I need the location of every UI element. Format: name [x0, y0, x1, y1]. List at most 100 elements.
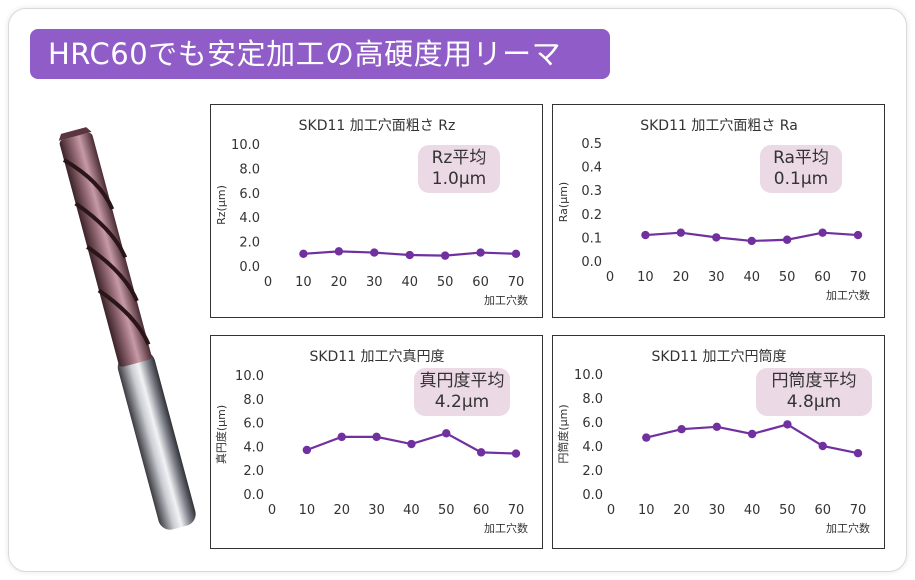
x-tick-label: 40	[743, 270, 760, 285]
data-point	[782, 235, 792, 244]
average-badge: 真円度平均 4.2μm	[414, 368, 510, 416]
chart-title: SKD11 加工穴面粗さ Ra	[640, 118, 798, 134]
chart-svg: SKD11 加工穴円筒度 0.0 2.0 4.0 6.0 8.0 10.0 0 10 20 30 40…	[556, 348, 870, 535]
y-tick-label: 6.0	[239, 187, 260, 202]
y-axis-label: Ra(μm)	[557, 182, 570, 222]
average-value: 4.2μm	[434, 392, 490, 412]
data-point	[334, 247, 344, 256]
data-point	[442, 429, 451, 438]
x-tick-label: 70	[508, 275, 525, 290]
data-point	[853, 449, 863, 458]
data-point	[712, 422, 722, 431]
y-tick-label: 0.1	[581, 231, 602, 246]
x-tick-label: 60	[814, 270, 831, 285]
average-badge: Rz平均 1.0μm	[418, 145, 500, 193]
y-tick-label: 6.0	[582, 416, 603, 431]
reamer-drill-icon	[58, 127, 196, 530]
y-tick-label: 2.0	[243, 464, 264, 479]
x-tick-label: 70	[508, 503, 525, 518]
data-point	[853, 230, 863, 240]
x-tick-label: 0	[606, 270, 614, 285]
average-badge: 円筒度平均 4.8μm	[756, 368, 872, 416]
data-point	[372, 432, 381, 442]
x-tick-label: 50	[779, 503, 796, 518]
y-tick-label: 2.0	[239, 236, 260, 251]
average-label: Rz平均	[431, 148, 487, 168]
x-axis-label: 加工穴数	[484, 521, 528, 535]
y-tick-label: 10.0	[235, 369, 264, 384]
x-tick-label: 20	[673, 503, 690, 518]
data-point	[818, 441, 827, 451]
y-tick-label: 0.0	[239, 260, 260, 275]
data-point	[642, 433, 651, 442]
average-value: 0.1μm	[773, 169, 829, 189]
data-point	[476, 448, 486, 457]
x-tick-label: 50	[779, 270, 796, 285]
data-point	[712, 233, 721, 242]
x-tick-label: 60	[472, 275, 489, 290]
chart-title: SKD11 加工穴面粗さ Rz	[299, 118, 456, 134]
x-tick-label: 40	[403, 503, 420, 518]
x-tick-label: 20	[333, 503, 350, 518]
x-tick-label: 40	[401, 275, 418, 290]
chart-panel-cylindricity: SKD11 加工穴円筒度 0.0 2.0 4.0 6.0 8.0 10.0 0 10 20 30 40…	[552, 335, 885, 549]
x-tick-label: 0	[264, 275, 272, 290]
x-tick-label: 10	[295, 275, 312, 290]
chart-svg: SKD11 加工穴真円度 0.0 2.0 4.0 6.0 8.0 10.0 0 10 20 30 40…	[214, 349, 528, 535]
y-tick-label: 0.0	[243, 488, 264, 503]
x-tick-label: 60	[814, 503, 831, 518]
x-axis-label: 加工穴数	[826, 288, 870, 302]
y-tick-label: 8.0	[243, 393, 264, 408]
x-tick-label: 70	[850, 270, 867, 285]
data-point	[337, 432, 346, 442]
data-point	[440, 251, 450, 260]
x-tick-label: 10	[637, 270, 654, 285]
y-tick-label: 2.0	[582, 464, 603, 479]
x-tick-label: 10	[638, 503, 655, 518]
data-point	[407, 439, 416, 449]
chart-svg: SKD11 加工穴面粗さ Ra 0.0 0.1 0.2 0.3 0.4 0.5 0 10 20 30…	[557, 118, 870, 302]
x-tick-label: 20	[331, 275, 348, 290]
x-axis-label: 加工穴数	[484, 293, 528, 307]
data-point	[747, 429, 757, 439]
y-tick-label: 6.0	[243, 417, 264, 432]
data-point	[370, 248, 379, 257]
chart-panel-ra: SKD11 加工穴面粗さ Ra 0.0 0.1 0.2 0.3 0.4 0.5 0 10 20 30…	[552, 104, 885, 318]
y-axis-label: 円筒度(μm)	[556, 404, 570, 463]
y-tick-label: 4.0	[582, 440, 603, 455]
y-tick-label: 0.2	[581, 208, 602, 223]
average-label: Ra平均	[773, 148, 829, 168]
chart-panel-rz: SKD11 加工穴面粗さ Rz 0.0 2.0 4.0 6.0 8.0 10.0 0 10 20 3…	[210, 104, 543, 318]
y-axis-label: Rz(μm)	[215, 185, 228, 225]
y-axis-label: 真円度(μm)	[214, 405, 228, 464]
y-tick-label: 4.0	[243, 440, 264, 455]
chart-title: SKD11 加工穴真円度	[309, 349, 444, 365]
data-point	[641, 230, 650, 240]
x-axis-label: 加工穴数	[826, 521, 870, 535]
data-point	[299, 249, 308, 258]
y-tick-label: 0.0	[581, 255, 602, 270]
x-tick-label: 40	[744, 503, 761, 518]
y-tick-label: 0.0	[582, 488, 603, 503]
average-value: 4.8μm	[786, 392, 842, 412]
average-badge: Ra平均 0.1μm	[760, 145, 842, 193]
y-tick-label: 10.0	[231, 138, 260, 153]
x-tick-label: 60	[473, 503, 490, 518]
data-point	[511, 449, 521, 458]
x-tick-label: 30	[366, 275, 383, 290]
y-tick-label: 4.0	[239, 211, 260, 226]
x-tick-label: 50	[438, 503, 455, 518]
chart-panel-roundness: SKD11 加工穴真円度 0.0 2.0 4.0 6.0 8.0 10.0 0 10 20 30 40…	[210, 335, 543, 549]
chart-svg: SKD11 加工穴面粗さ Rz 0.0 2.0 4.0 6.0 8.0 10.0 0 10 20 3…	[215, 118, 528, 307]
x-tick-label: 20	[673, 270, 690, 285]
x-tick-label: 30	[709, 503, 726, 518]
y-tick-label: 0.3	[581, 184, 602, 199]
average-value: 1.0μm	[431, 169, 487, 189]
average-label: 円筒度平均	[771, 371, 857, 391]
x-tick-label: 70	[850, 503, 867, 518]
data-point	[818, 228, 827, 237]
data-point	[676, 228, 686, 237]
data-point	[677, 425, 686, 434]
y-tick-label: 0.5	[581, 137, 602, 152]
x-tick-label: 30	[368, 503, 385, 518]
